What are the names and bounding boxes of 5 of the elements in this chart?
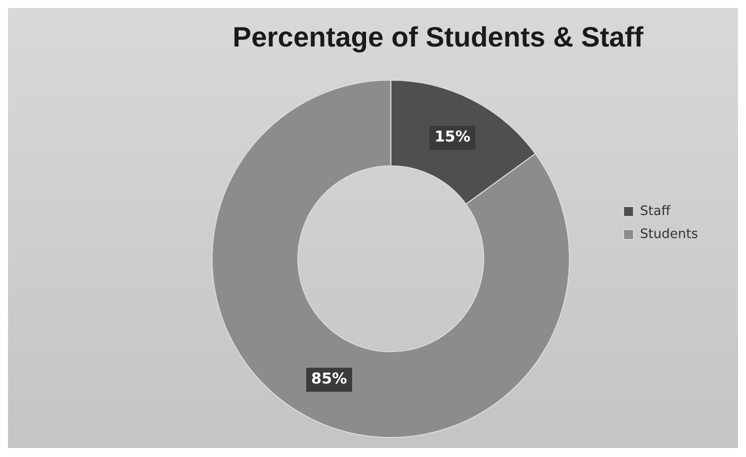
data-label: 15% (434, 128, 470, 146)
legend-label: Students (640, 226, 698, 242)
data-label: 85% (311, 370, 348, 388)
legend-label: Staff (640, 204, 672, 219)
chart-title: Percentage of Students & Staff (232, 22, 644, 53)
